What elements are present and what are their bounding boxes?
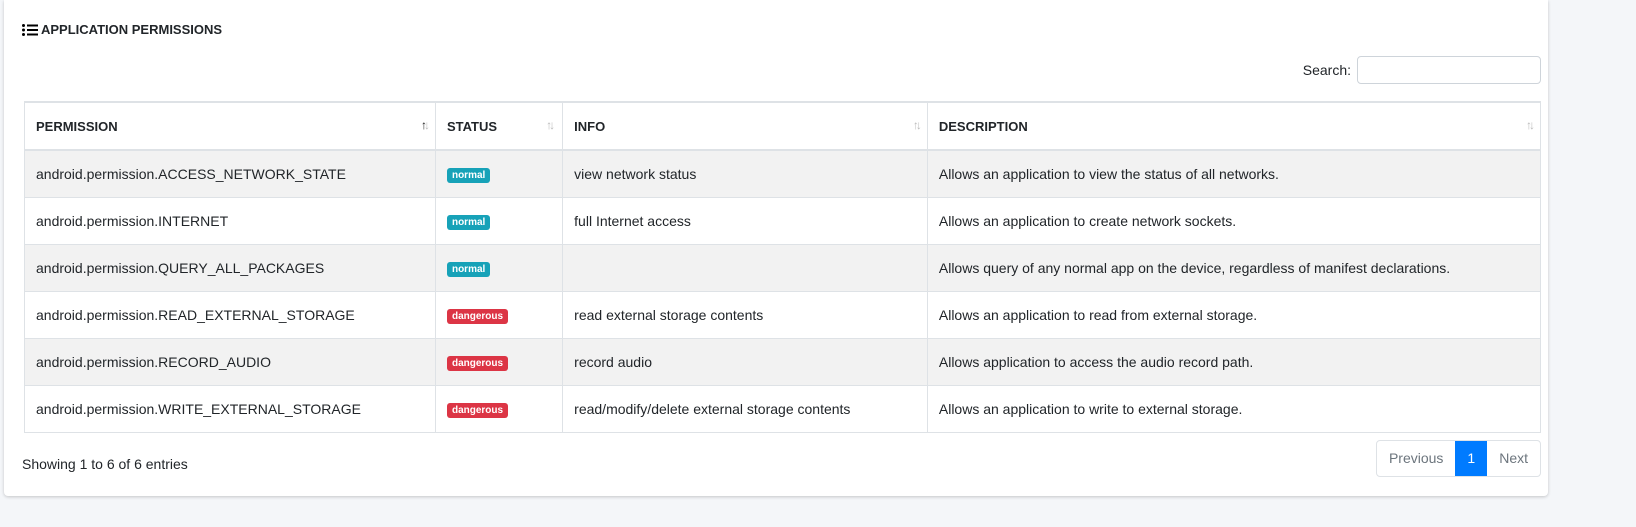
column-header-info[interactable]: INFO ↑↓ bbox=[562, 101, 928, 151]
cell-status: dangerous bbox=[434, 338, 564, 386]
status-badge: normal bbox=[446, 215, 491, 230]
table-row: android.permission.WRITE_EXTERNAL_STORAG… bbox=[24, 385, 1542, 433]
column-label: DESCRIPTION bbox=[938, 118, 1028, 134]
status-badge: dangerous bbox=[446, 309, 509, 324]
cell-permission: android.permission.WRITE_EXTERNAL_STORAG… bbox=[24, 385, 436, 433]
previous-button[interactable]: Previous bbox=[1388, 450, 1444, 466]
cell-status: dangerous bbox=[434, 291, 564, 339]
pagination: Previous 1 Next bbox=[1375, 440, 1541, 477]
sort-icon: ↑↓ bbox=[912, 118, 922, 132]
sort-icon: ↑↓ bbox=[420, 118, 430, 132]
sort-icon: ↑↓ bbox=[1526, 118, 1535, 132]
next-button[interactable]: Next bbox=[1499, 450, 1528, 466]
cell-description: Allows query of any normal app on the de… bbox=[926, 244, 1542, 292]
page-1-button[interactable]: 1 bbox=[1455, 441, 1488, 476]
cell-description: Allows an application to read from exter… bbox=[926, 291, 1542, 339]
cell-status: normal bbox=[434, 149, 564, 198]
search-label: Search: bbox=[1302, 62, 1351, 78]
column-label: STATUS bbox=[446, 118, 498, 134]
cell-permission: android.permission.QUERY_ALL_PACKAGES bbox=[24, 244, 436, 292]
cell-description: Allows application to access the audio r… bbox=[926, 338, 1542, 386]
status-badge: dangerous bbox=[446, 356, 509, 371]
column-label: INFO bbox=[574, 118, 606, 134]
cell-permission: android.permission.READ_EXTERNAL_STORAGE bbox=[24, 291, 436, 339]
table-row: android.permission.ACCESS_NETWORK_STATE n… bbox=[24, 149, 1542, 198]
column-header-permission[interactable]: PERMISSION ↑↓ bbox=[24, 101, 436, 151]
sort-icon: ↑↓ bbox=[546, 118, 555, 132]
table-row: android.permission.READ_EXTERNAL_STORAGE… bbox=[24, 291, 1542, 339]
table-row: android.permission.QUERY_ALL_PACKAGES nor… bbox=[24, 244, 1542, 292]
cell-info: read/modify/delete external storage cont… bbox=[562, 385, 928, 433]
cell-info: read external storage contents bbox=[562, 291, 928, 339]
cell-permission: android.permission.INTERNET bbox=[24, 197, 436, 245]
card-title-text: APPLICATION PERMISSIONS bbox=[41, 22, 223, 37]
table-row: android.permission.INTERNET normal full In… bbox=[24, 197, 1542, 245]
status-badge: normal bbox=[446, 168, 491, 183]
cell-description: Allows an application to view the status… bbox=[926, 149, 1542, 198]
search-box: Search: bbox=[1303, 56, 1541, 84]
permissions-table: PERMISSION ↑↓ STATUS ↑↓ INFO ↑↓ DESCRIPTION ↑↓ … bbox=[24, 101, 1542, 433]
column-label: PERMISSION bbox=[36, 118, 118, 134]
cell-status: normal bbox=[434, 244, 564, 292]
column-header-status[interactable]: STATUS ↑↓ bbox=[434, 101, 564, 151]
cell-status: dangerous bbox=[434, 385, 564, 433]
permissions-card: APPLICATION PERMISSIONS Search: PERMISSI… bbox=[4, 0, 1548, 496]
cell-info: full Internet access bbox=[562, 197, 928, 245]
cell-info: record audio bbox=[562, 338, 928, 386]
status-badge: normal bbox=[446, 262, 491, 277]
cell-status: normal bbox=[434, 197, 564, 245]
cell-description: Allows an application to create network … bbox=[926, 197, 1542, 245]
cell-permission: android.permission.RECORD_AUDIO bbox=[24, 338, 436, 386]
cell-description: Allows an application to write to extern… bbox=[926, 385, 1542, 433]
status-badge: dangerous bbox=[446, 403, 509, 418]
cell-permission: android.permission.ACCESS_NETWORK_STATE bbox=[24, 149, 436, 198]
search-input[interactable] bbox=[1357, 56, 1541, 84]
card-title: APPLICATION PERMISSIONS bbox=[22, 22, 222, 37]
cell-info: view network status bbox=[562, 149, 928, 198]
column-header-description[interactable]: DESCRIPTION ↑↓ bbox=[926, 101, 1542, 151]
table-info: Showing 1 to 6 of 6 entries bbox=[22, 456, 188, 472]
list-icon bbox=[22, 23, 38, 36]
cell-info bbox=[562, 244, 928, 292]
table-row: android.permission.RECORD_AUDIO dangerous… bbox=[24, 338, 1542, 386]
